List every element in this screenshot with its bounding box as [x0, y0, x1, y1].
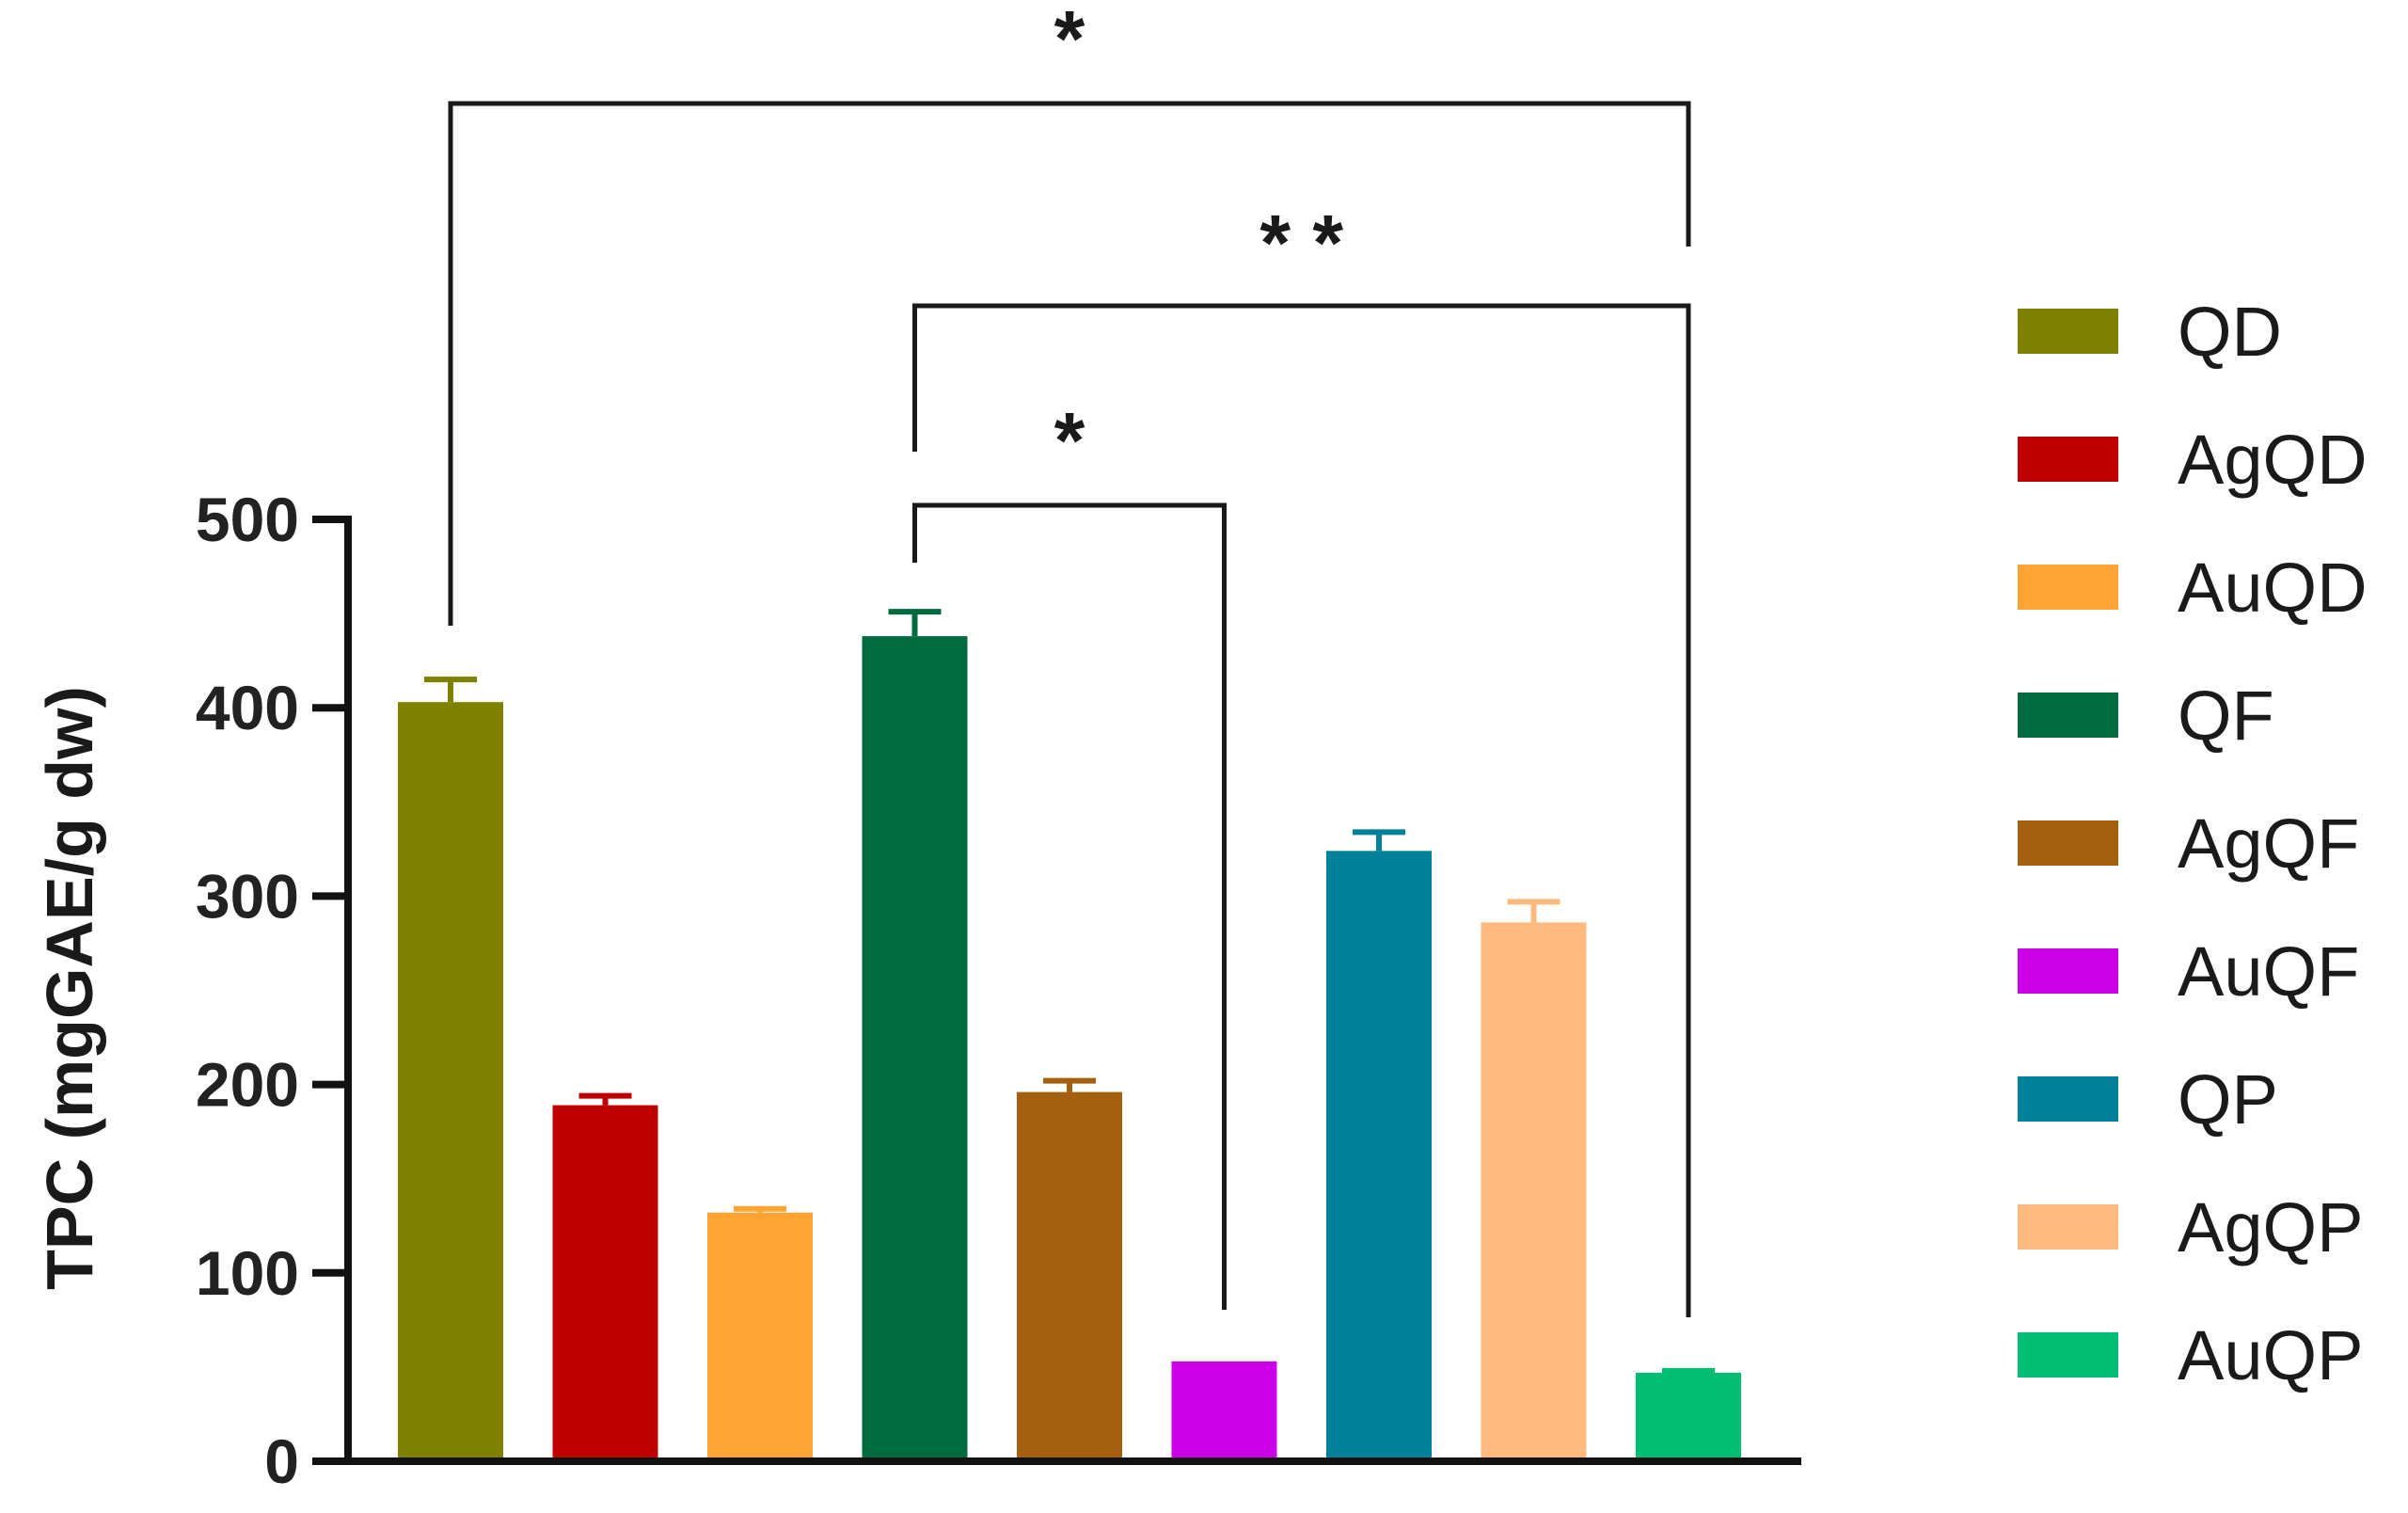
- legend-swatch: [2018, 437, 2118, 482]
- legend-label: AgQD: [2178, 421, 2368, 499]
- significance-bracket: * *: [912, 199, 1691, 1317]
- bar-auqf: [1171, 1361, 1277, 1461]
- error-bar-qf: [888, 609, 942, 637]
- error-bars: [424, 609, 1715, 1374]
- error-bar-auqp: [1662, 1367, 1715, 1374]
- bar-qp: [1326, 851, 1432, 1461]
- significance-label: *: [1054, 396, 1085, 485]
- y-tick-label: 400: [196, 673, 299, 742]
- legend-item-auqf: AuQF: [2018, 932, 2359, 1011]
- y-tick-label: 100: [196, 1238, 299, 1308]
- legend-swatch: [2018, 1332, 2118, 1378]
- y-tick-label: 300: [196, 861, 299, 931]
- bar-auqd: [707, 1212, 813, 1461]
- legend-swatch: [2018, 565, 2118, 610]
- legend-item-qp: QP: [2018, 1060, 2278, 1139]
- significance-bracket: *: [912, 396, 1227, 1310]
- error-bar-qp: [1353, 829, 1405, 852]
- legend-swatch: [2018, 820, 2118, 866]
- y-tick-label: 200: [196, 1050, 299, 1120]
- legend-swatch: [2018, 948, 2118, 994]
- error-bar-agqf: [1043, 1077, 1096, 1092]
- legend-label: AgQF: [2178, 804, 2359, 883]
- legend-swatch: [2018, 693, 2118, 738]
- legend-item-agqd: AgQD: [2018, 421, 2368, 499]
- error-bar-agqp: [1507, 899, 1560, 923]
- significance-bracket: *: [448, 0, 1691, 626]
- bar-agqf: [1017, 1091, 1122, 1461]
- bar-agqp: [1481, 922, 1587, 1461]
- legend-item-auqd: AuQD: [2018, 549, 2368, 627]
- legend-label: AgQP: [2178, 1188, 2363, 1266]
- legend-swatch: [2018, 1076, 2118, 1122]
- y-tick-label: 500: [196, 485, 299, 554]
- legend-label: QF: [2178, 677, 2274, 755]
- legend-swatch: [2018, 1204, 2118, 1250]
- y-axis-title: TPC (mgGAE/g dw): [33, 686, 106, 1290]
- bar-auqp: [1636, 1372, 1741, 1461]
- y-tick-label: 0: [264, 1426, 299, 1496]
- y-axis-ticks: 0 100 200 300 400 500: [196, 485, 348, 1496]
- legend-label: QD: [2178, 293, 2282, 371]
- bar-agqd: [552, 1105, 658, 1461]
- bars: [398, 636, 1741, 1461]
- significance-label: * *: [1259, 199, 1343, 287]
- axes: [312, 516, 1801, 1465]
- legend-item-agqp: AgQP: [2018, 1188, 2363, 1266]
- error-bar-qd: [424, 677, 477, 703]
- legend-item-qd: QD: [2018, 293, 2282, 371]
- bar-qf: [862, 636, 968, 1461]
- legend-item-auqp: AuQP: [2018, 1316, 2363, 1394]
- significance-label: *: [1054, 0, 1085, 83]
- significance-brackets: * * * *: [448, 0, 1691, 1317]
- legend-swatch: [2018, 309, 2118, 354]
- bar-qd: [398, 702, 503, 1461]
- legend-label: QP: [2178, 1060, 2278, 1139]
- legend: QD AgQD AuQD QF AgQF AuQF QP AgQP AuQP: [2018, 293, 2368, 1394]
- legend-item-qf: QF: [2018, 677, 2274, 755]
- error-bar-auqd: [734, 1205, 786, 1213]
- legend-label: AuQP: [2178, 1316, 2363, 1394]
- error-bar-agqd: [578, 1092, 632, 1106]
- legend-label: AuQF: [2178, 932, 2359, 1011]
- legend-item-agqf: AgQF: [2018, 804, 2359, 883]
- legend-label: AuQD: [2178, 549, 2368, 627]
